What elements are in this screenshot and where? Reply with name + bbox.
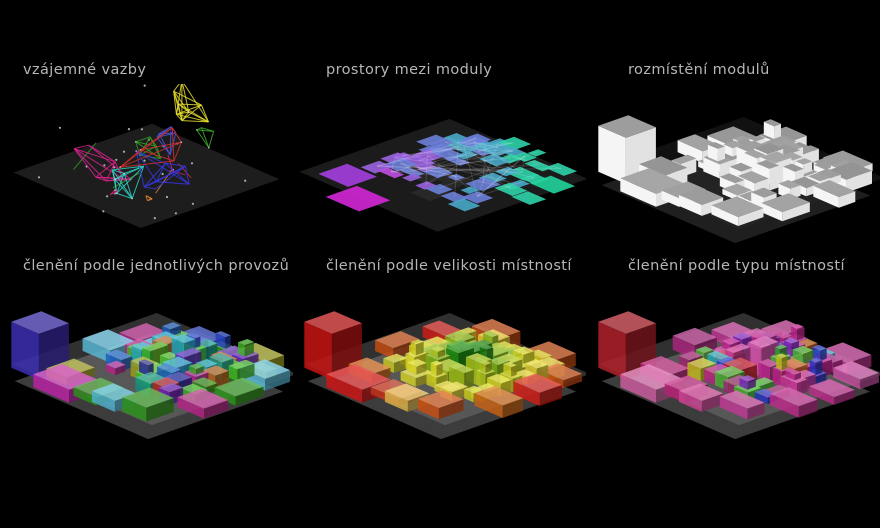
scene-room-type-render xyxy=(587,276,880,476)
scene-network-render xyxy=(0,84,293,260)
panel-title: členění podle typu místností xyxy=(628,258,845,274)
panel-title: vzájemné vazby xyxy=(23,62,147,78)
panel-title: členění podle jednotlivých provozů xyxy=(23,258,290,274)
scene-module-layout-render xyxy=(587,84,880,260)
scene-svg xyxy=(13,84,280,228)
scene-svg xyxy=(598,115,880,244)
panel-title: členění podle velikosti místností xyxy=(326,258,572,274)
scene-room-size-render xyxy=(293,276,586,476)
scene-operations-render xyxy=(0,276,293,476)
scene-svg xyxy=(11,311,293,440)
panel-title: prostory mezi moduly xyxy=(326,62,493,78)
scene-svg xyxy=(598,311,880,440)
scene-svg xyxy=(304,311,586,440)
scene-module-spaces-render xyxy=(293,84,586,260)
panel-title: rozmístění modulů xyxy=(628,62,770,78)
scene-svg xyxy=(299,118,586,232)
